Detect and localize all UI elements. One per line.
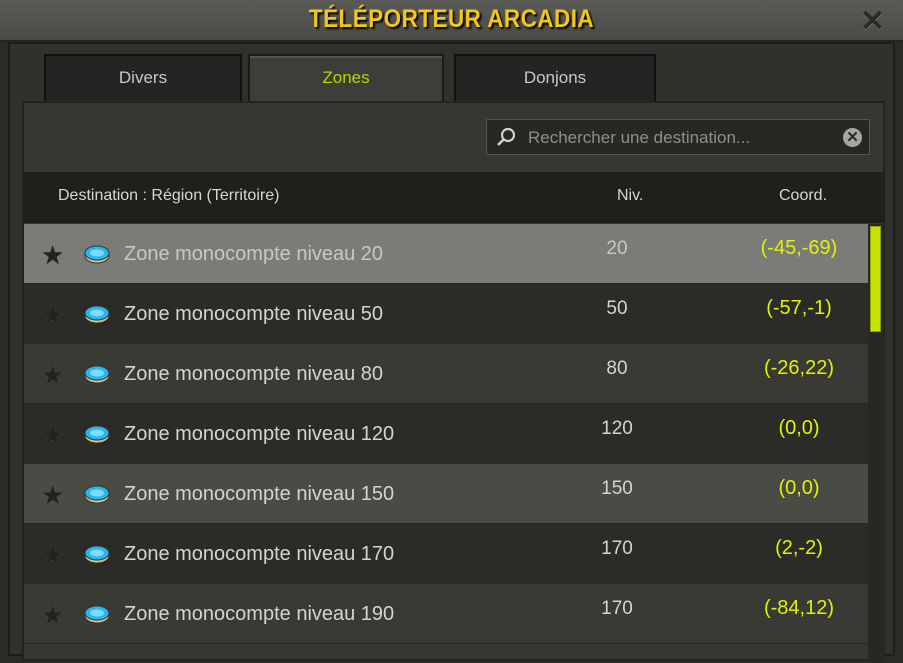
destination-level: 120	[601, 418, 633, 439]
destination-level: 170	[601, 598, 633, 619]
zaap-portal-icon	[84, 305, 110, 324]
destination-coord: (-57,-1)	[766, 297, 832, 319]
destination-name: Zone monocompte niveau 190	[124, 603, 395, 625]
table-row[interactable]: ★ Zone monocompte niveau 190 170 (-84,12…	[24, 584, 868, 644]
star-icon[interactable]: ★	[41, 420, 65, 450]
destination-level: 170	[601, 538, 633, 559]
tab-divers[interactable]: Divers	[44, 54, 242, 102]
destination-coord: (-84,12)	[763, 597, 835, 619]
close-icon[interactable]: ✕	[859, 5, 885, 38]
destination-name: Zone monocompte niveau 20	[124, 243, 384, 265]
zaap-portal-icon	[84, 605, 110, 624]
tab-zones[interactable]: Zones	[248, 54, 444, 104]
star-icon[interactable]: ★	[41, 480, 65, 510]
zaap-portal-icon	[84, 245, 110, 264]
star-icon[interactable]: ★	[41, 300, 65, 330]
tab-donjons[interactable]: Donjons	[454, 54, 656, 102]
star-icon[interactable]: ★	[41, 600, 65, 630]
table-row[interactable]: ★ Zone monocompte niveau 50 50 (-57,-1)	[24, 284, 868, 344]
star-icon[interactable]: ★	[41, 540, 65, 570]
destination-name: Zone monocompte niveau 170	[124, 543, 395, 565]
header-destination[interactable]: Destination : Région (Territoire)	[58, 187, 280, 204]
table-row[interactable]: ★ Zone monocompte niveau 120 120 (0,0)	[24, 404, 868, 464]
star-icon[interactable]: ★	[41, 360, 65, 390]
destination-coord: (0,0)	[778, 417, 820, 439]
scrollbar[interactable]	[868, 224, 884, 663]
destination-list: ★ Zone monocompte niveau 20 20 (-45,-69)…	[24, 224, 868, 644]
destination-name: Zone monocompte niveau 150	[124, 483, 395, 505]
table-header: Destination : Région (Territoire) Niv. C…	[24, 172, 885, 223]
table-row[interactable]: ★ Zone monocompte niveau 150 150 (0,0)	[24, 464, 868, 524]
zaap-portal-icon	[84, 485, 110, 504]
destination-coord: (-26,22)	[763, 357, 835, 379]
destination-name: Zone monocompte niveau 80	[124, 363, 384, 385]
destination-coord: (0,0)	[778, 477, 820, 499]
search-icon	[497, 127, 516, 146]
star-icon[interactable]: ★	[41, 240, 65, 270]
destination-level: 80	[606, 358, 628, 379]
header-coord[interactable]: Coord.	[779, 187, 828, 204]
destination-level: 50	[606, 298, 628, 319]
zaap-portal-icon	[84, 545, 110, 564]
title-bar: TÉLÉPORTEUR ARCADIA ✕	[0, 0, 903, 42]
destination-panel: Rechercher une destination... ✕ Destinat…	[22, 101, 885, 663]
search-input[interactable]: Rechercher une destination... ✕	[486, 119, 870, 155]
destination-name: Zone monocompte niveau 120	[124, 423, 395, 445]
destination-coord: (-45,-69)	[760, 237, 838, 259]
table-row[interactable]: ★ Zone monocompte niveau 170 170 (2,-2)	[24, 524, 868, 584]
destination-level: 150	[601, 478, 633, 499]
header-level[interactable]: Niv.	[617, 187, 644, 204]
destination-name: Zone monocompte niveau 50	[124, 303, 384, 325]
destination-level: 20	[606, 238, 628, 259]
window-title: TÉLÉPORTEUR ARCADIA	[308, 5, 595, 33]
window-body: Divers Zones Donjons Rechercher une dest…	[8, 42, 895, 663]
clear-circle-icon[interactable]: ✕	[843, 128, 862, 147]
table-row[interactable]: ★ Zone monocompte niveau 80 80 (-26,22)	[24, 344, 868, 404]
table-row[interactable]: ★ Zone monocompte niveau 20 20 (-45,-69)	[24, 224, 868, 284]
zaap-portal-icon	[84, 365, 110, 384]
scrollbar-thumb[interactable]	[870, 226, 881, 332]
zaap-portal-icon	[84, 425, 110, 444]
destination-coord: (2,-2)	[775, 537, 823, 559]
search-placeholder: Rechercher une destination...	[528, 128, 751, 147]
